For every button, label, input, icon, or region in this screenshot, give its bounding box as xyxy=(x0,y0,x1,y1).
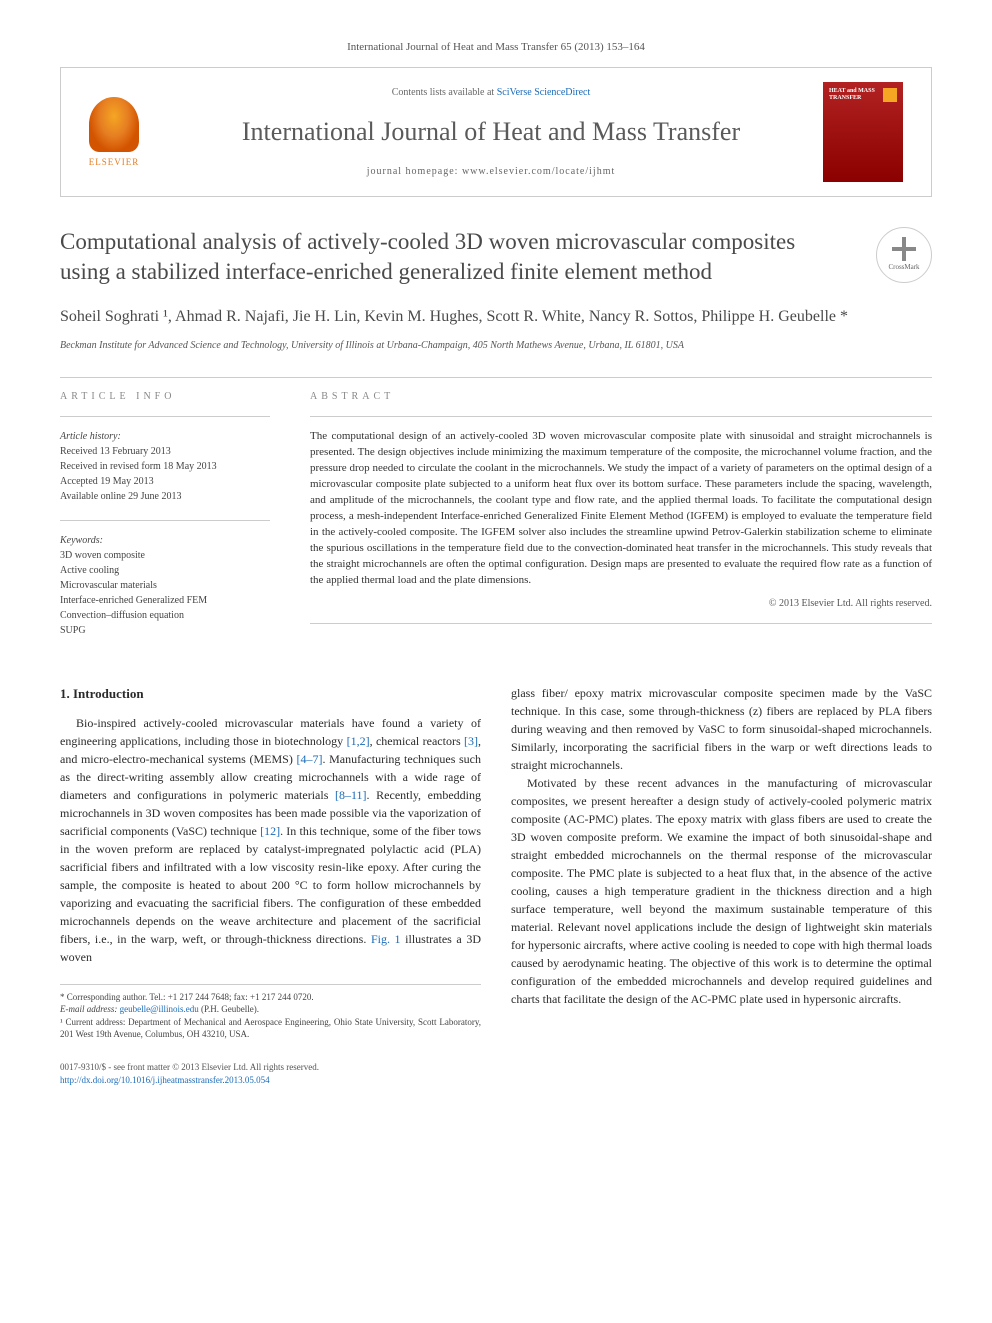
crossmark-label: CrossMark xyxy=(888,263,919,273)
abstract-copyright: © 2013 Elsevier Ltd. All rights reserved… xyxy=(310,597,932,611)
sciencedirect-link[interactable]: SciVerse ScienceDirect xyxy=(497,87,591,98)
body-column-left: 1. Introduction Bio-inspired actively-co… xyxy=(60,684,481,1041)
intro-heading: 1. Introduction xyxy=(60,684,481,704)
keyword: 3D woven composite xyxy=(60,550,145,561)
body-paragraph: glass fiber/ epoxy matrix microvascular … xyxy=(511,684,932,774)
divider xyxy=(310,416,932,417)
article-history: Article history: Received 13 February 20… xyxy=(60,429,270,504)
journal-header: ELSEVIER Contents lists available at Sci… xyxy=(60,67,932,197)
keywords-block: Keywords: 3D woven composite Active cool… xyxy=(60,533,270,638)
elsevier-logo[interactable]: ELSEVIER xyxy=(79,92,149,172)
elsevier-tree-icon xyxy=(89,97,139,152)
divider xyxy=(60,377,932,378)
body-paragraph: Motivated by these recent advances in th… xyxy=(511,774,932,1008)
cover-thumb-wrap: HEAT and MASS TRANSFER xyxy=(823,82,913,182)
citation-link[interactable]: [4–7] xyxy=(296,752,322,766)
keyword: Interface-enriched Generalized FEM xyxy=(60,595,207,606)
abstract-column: ABSTRACT The computational design of an … xyxy=(310,390,932,654)
divider xyxy=(60,520,270,521)
doi-link[interactable]: http://dx.doi.org/10.1016/j.ijheatmasstr… xyxy=(60,1075,270,1085)
history-heading: Article history: xyxy=(60,431,121,442)
article-info-label: ARTICLE INFO xyxy=(60,390,270,404)
homepage-line: journal homepage: www.elsevier.com/locat… xyxy=(179,165,803,179)
journal-cover-thumb[interactable]: HEAT and MASS TRANSFER xyxy=(823,82,903,182)
contents-prefix: Contents lists available at xyxy=(392,87,497,98)
body-column-right: glass fiber/ epoxy matrix microvascular … xyxy=(511,684,932,1041)
footnote-email: E-mail address: geubelle@illinois.edu (P… xyxy=(60,1003,481,1016)
abstract-text: The computational design of an actively-… xyxy=(310,429,932,588)
footer-issn: 0017-9310/$ - see front matter © 2013 El… xyxy=(60,1061,932,1074)
article-info-column: ARTICLE INFO Article history: Received 1… xyxy=(60,390,270,654)
keyword: SUPG xyxy=(60,625,86,636)
crossmark-badge[interactable]: CrossMark xyxy=(876,227,932,283)
footnote-address: ¹ Current address: Department of Mechani… xyxy=(60,1016,481,1041)
divider xyxy=(310,623,932,624)
contents-line: Contents lists available at SciVerse Sci… xyxy=(179,86,803,100)
keyword: Active cooling xyxy=(60,565,119,576)
divider xyxy=(60,416,270,417)
footer: 0017-9310/$ - see front matter © 2013 El… xyxy=(60,1061,932,1086)
homepage-url[interactable]: www.elsevier.com/locate/ijhmt xyxy=(462,166,615,177)
footnotes: * Corresponding author. Tel.: +1 217 244… xyxy=(60,984,481,1041)
footnote-corresponding: * Corresponding author. Tel.: +1 217 244… xyxy=(60,991,481,1004)
info-abstract-row: ARTICLE INFO Article history: Received 1… xyxy=(60,390,932,654)
figure-link[interactable]: Fig. 1 xyxy=(371,932,401,946)
publisher-logo-wrap: ELSEVIER xyxy=(79,92,159,172)
journal-reference: International Journal of Heat and Mass T… xyxy=(60,40,932,55)
history-revised: Received in revised form 18 May 2013 xyxy=(60,461,217,472)
journal-name: International Journal of Heat and Mass T… xyxy=(179,114,803,150)
body-paragraph: Bio-inspired actively-cooled microvascul… xyxy=(60,714,481,966)
citation-link[interactable]: [8–11] xyxy=(335,788,367,802)
elsevier-text: ELSEVIER xyxy=(89,156,140,169)
citation-link[interactable]: [12] xyxy=(260,824,280,838)
header-center: Contents lists available at SciVerse Sci… xyxy=(159,86,823,178)
citation-link[interactable]: [3] xyxy=(464,734,478,748)
article-title: Computational analysis of actively-coole… xyxy=(60,227,876,287)
citation-link[interactable]: [1,2] xyxy=(347,734,370,748)
affiliation: Beckman Institute for Advanced Science a… xyxy=(60,339,932,353)
body-columns: 1. Introduction Bio-inspired actively-co… xyxy=(60,684,932,1041)
history-online: Available online 29 June 2013 xyxy=(60,491,181,502)
crossmark-icon xyxy=(892,237,916,261)
keyword: Microvascular materials xyxy=(60,580,157,591)
history-accepted: Accepted 19 May 2013 xyxy=(60,476,154,487)
history-received: Received 13 February 2013 xyxy=(60,446,171,457)
cover-title: HEAT and MASS TRANSFER xyxy=(829,88,897,101)
authors: Soheil Soghrati ¹, Ahmad R. Najafi, Jie … xyxy=(60,305,932,329)
homepage-prefix: journal homepage: xyxy=(367,166,462,177)
keywords-heading: Keywords: xyxy=(60,535,103,546)
title-section: Computational analysis of actively-coole… xyxy=(60,227,932,287)
email-link[interactable]: geubelle@illinois.edu xyxy=(120,1004,199,1014)
abstract-label: ABSTRACT xyxy=(310,390,932,404)
keyword: Convection–diffusion equation xyxy=(60,610,184,621)
